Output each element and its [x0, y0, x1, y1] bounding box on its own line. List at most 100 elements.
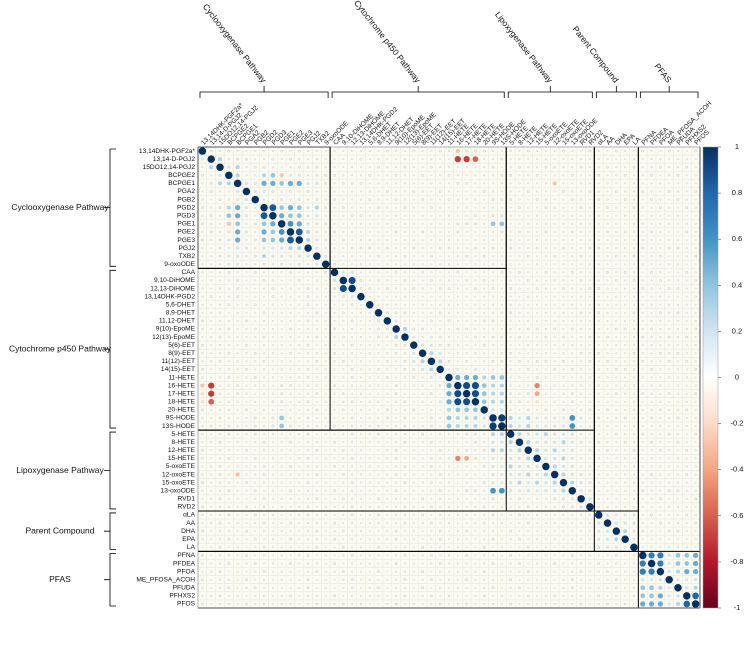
- correlation-circle: [659, 489, 662, 492]
- correlation-circle: [623, 173, 627, 177]
- correlation-circle: [324, 368, 327, 371]
- correlation-circle: [342, 505, 345, 508]
- correlation-circle: [270, 180, 276, 187]
- correlation-circle: [324, 392, 327, 395]
- correlation-circle: [536, 513, 539, 517]
- correlation-circle: [632, 351, 636, 355]
- correlation-circle: [677, 255, 679, 258]
- correlation-circle: [218, 521, 222, 525]
- correlation-circle: [694, 327, 697, 331]
- correlation-circle: [403, 586, 406, 589]
- correlation-circle: [245, 505, 248, 509]
- correlation-circle: [438, 537, 442, 541]
- correlation-circle: [685, 174, 688, 177]
- correlation-circle: [597, 173, 601, 177]
- correlation-circle: [277, 220, 286, 228]
- correlation-circle: [641, 344, 644, 347]
- correlation-circle: [271, 497, 274, 500]
- correlation-circle: [298, 473, 301, 476]
- correlation-circle: [298, 497, 301, 500]
- correlation-circle: [395, 570, 398, 573]
- correlation-circle: [676, 173, 680, 177]
- row-label: 18-HETE: [168, 399, 196, 406]
- correlation-circle: [269, 204, 277, 212]
- correlation-circle: [227, 481, 230, 484]
- row-label: LA: [187, 544, 196, 551]
- correlation-circle: [677, 206, 679, 209]
- correlation-circle: [377, 424, 380, 428]
- correlation-circle: [544, 594, 547, 597]
- correlation-circle: [219, 481, 222, 484]
- group-label: Parent Compound: [26, 525, 95, 535]
- correlation-circle: [298, 344, 301, 347]
- correlation-circle: [641, 246, 645, 250]
- correlation-circle: [377, 408, 380, 411]
- correlation-circle: [280, 594, 283, 597]
- correlation-circle: [553, 174, 556, 177]
- correlation-circle: [395, 578, 398, 581]
- correlation-circle: [350, 368, 354, 371]
- correlation-circle: [306, 432, 310, 436]
- correlation-circle: [677, 295, 679, 298]
- correlation-circle: [518, 230, 521, 234]
- correlation-circle: [359, 287, 363, 290]
- correlation-circle: [368, 562, 371, 565]
- correlation-circle: [333, 440, 336, 444]
- correlation-circle: [306, 368, 310, 371]
- correlation-circle: [456, 263, 459, 266]
- correlation-circle: [685, 344, 688, 347]
- correlation-circle: [403, 433, 406, 436]
- correlation-circle: [675, 561, 681, 566]
- correlation-circle: [271, 336, 274, 338]
- correlation-circle: [261, 229, 267, 235]
- correlation-circle: [333, 182, 336, 185]
- correlation-circle: [571, 222, 574, 225]
- correlation-circle: [245, 384, 248, 387]
- correlation-circle: [562, 368, 565, 371]
- correlation-circle: [692, 592, 699, 600]
- correlation-circle: [474, 214, 477, 218]
- correlation-circle: [605, 529, 610, 533]
- correlation-circle: [304, 244, 312, 252]
- row-label: 13-oxoODE: [161, 487, 196, 494]
- correlation-circle: [235, 221, 240, 227]
- correlation-circle: [474, 570, 477, 573]
- correlation-circle: [685, 538, 688, 541]
- correlation-circle: [324, 449, 327, 452]
- correlation-circle: [456, 554, 459, 557]
- correlation-circle: [280, 352, 283, 355]
- correlation-circle: [553, 165, 557, 169]
- correlation-circle: [438, 400, 442, 404]
- correlation-circle: [527, 578, 530, 581]
- correlation-circle: [316, 303, 318, 306]
- correlation-circle: [210, 206, 213, 209]
- correlation-circle: [201, 311, 204, 314]
- correlation-circle: [517, 456, 522, 461]
- correlation-circle: [694, 198, 697, 201]
- correlation-circle: [447, 505, 451, 508]
- correlation-circle: [465, 489, 468, 493]
- row-label: RVD1: [178, 496, 196, 503]
- correlation-circle: [588, 311, 591, 314]
- correlation-circle: [447, 481, 451, 484]
- correlation-circle: [624, 287, 627, 290]
- correlation-circle: [447, 173, 451, 177]
- correlation-circle: [579, 473, 583, 476]
- correlation-circle: [597, 263, 600, 266]
- correlation-circle: [624, 400, 627, 403]
- correlation-circle: [219, 505, 222, 508]
- correlation-circle: [482, 149, 486, 153]
- correlation-circle: [570, 400, 574, 404]
- correlation-circle: [456, 206, 459, 209]
- correlation-circle: [580, 538, 582, 541]
- correlation-circle: [439, 513, 442, 517]
- correlation-circle: [260, 212, 268, 220]
- correlation-circle: [307, 336, 310, 339]
- correlation-circle: [465, 538, 468, 541]
- correlation-circle: [439, 376, 442, 379]
- correlation-circle: [315, 562, 318, 565]
- correlation-circle: [236, 514, 239, 516]
- correlation-circle: [535, 376, 539, 379]
- correlation-circle: [606, 505, 609, 508]
- correlation-circle: [201, 368, 204, 371]
